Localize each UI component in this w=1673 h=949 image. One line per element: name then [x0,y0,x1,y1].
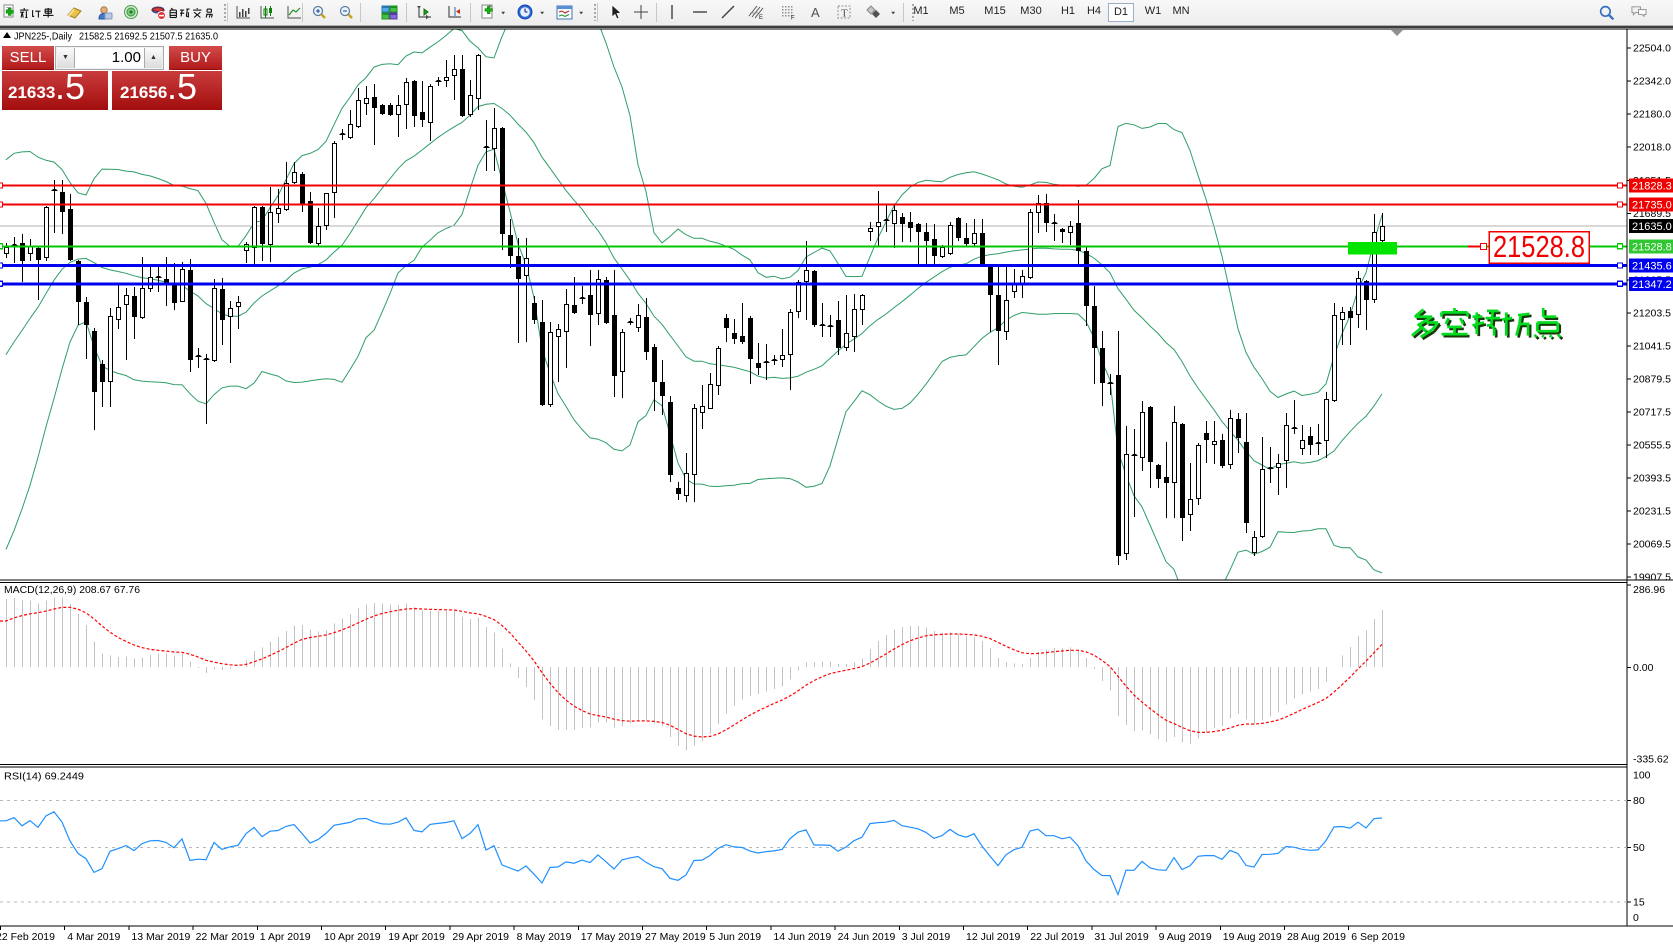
svg-text:JPN225-,Daily: JPN225-,Daily [14,31,73,43]
svg-text:21828.3: 21828.3 [1632,181,1672,193]
svg-text:F: F [791,16,795,22]
svg-text:T: T [841,8,848,20]
svg-text:100: 100 [1633,769,1651,781]
svg-text:22504.0: 22504.0 [1633,43,1671,55]
svg-text:27 May 2019: 27 May 2019 [645,931,706,943]
svg-text:12 Jul 2019: 12 Jul 2019 [966,931,1020,943]
svg-text:80: 80 [1633,795,1645,807]
svg-text:A: A [811,5,820,20]
svg-text:0.00: 0.00 [1633,662,1654,674]
svg-text:29 Apr 2019: 29 Apr 2019 [452,931,509,943]
svg-text:19907.5: 19907.5 [1633,572,1671,584]
svg-text:15: 15 [1633,897,1645,909]
svg-text:28 Aug 2019: 28 Aug 2019 [1287,931,1346,943]
svg-text:22180.0: 22180.0 [1633,109,1671,121]
svg-text:286.96: 286.96 [1633,584,1665,596]
svg-text:21528.8: 21528.8 [1632,241,1672,253]
svg-text:21635.0: 21635.0 [1632,221,1672,233]
svg-text:9 Aug 2019: 9 Aug 2019 [1159,931,1212,943]
svg-text:20879.5: 20879.5 [1633,374,1671,386]
svg-text:20069.5: 20069.5 [1633,539,1671,551]
svg-text:6 Sep 2019: 6 Sep 2019 [1351,931,1405,943]
svg-text:22018.0: 22018.0 [1633,142,1671,154]
svg-text:21041.5: 21041.5 [1633,341,1671,353]
svg-text:8 May 2019: 8 May 2019 [517,931,572,943]
svg-text:17 May 2019: 17 May 2019 [581,931,642,943]
svg-text:31 Jul 2019: 31 Jul 2019 [1094,931,1148,943]
svg-text:21582.5 21692.5 21507.5 21635.: 21582.5 21692.5 21507.5 21635.0 [79,31,218,43]
svg-text:21435.6: 21435.6 [1632,261,1672,273]
svg-text:4 Mar 2019: 4 Mar 2019 [67,931,120,943]
svg-text:21528.8: 21528.8 [1493,229,1585,264]
svg-text:MACD(12,26,9) 208.67 67.76: MACD(12,26,9) 208.67 67.76 [4,585,140,596]
svg-text:10 Apr 2019: 10 Apr 2019 [324,931,381,943]
svg-text:13 Mar 2019: 13 Mar 2019 [131,931,190,943]
svg-text:1 Apr 2019: 1 Apr 2019 [260,931,311,943]
svg-text:E: E [759,15,763,21]
svg-text:20555.5: 20555.5 [1633,440,1671,452]
svg-text:RSI(14) 69.2449: RSI(14) 69.2449 [4,772,84,783]
svg-text:19 Apr 2019: 19 Apr 2019 [388,931,445,943]
svg-text:14 Jun 2019: 14 Jun 2019 [773,931,831,943]
svg-text:0: 0 [1633,912,1639,924]
svg-text:24 Jun 2019: 24 Jun 2019 [838,931,896,943]
svg-text:50: 50 [1633,842,1645,854]
svg-text:5 Jun 2019: 5 Jun 2019 [709,931,761,943]
svg-text:22 Feb 2019: 22 Feb 2019 [0,931,55,943]
svg-text:20393.5: 20393.5 [1633,473,1671,485]
svg-text:21203.5: 21203.5 [1633,308,1671,320]
svg-text:22342.0: 22342.0 [1633,76,1671,88]
svg-text:19 Aug 2019: 19 Aug 2019 [1223,931,1282,943]
svg-text:22 Mar 2019: 22 Mar 2019 [196,931,255,943]
svg-text:20717.5: 20717.5 [1633,407,1671,419]
svg-text:20231.5: 20231.5 [1633,506,1671,518]
svg-text:22 Jul 2019: 22 Jul 2019 [1030,931,1084,943]
svg-text:-335.62: -335.62 [1633,754,1669,766]
svg-text:3 Jul 2019: 3 Jul 2019 [902,931,951,943]
svg-text:21735.0: 21735.0 [1632,200,1672,212]
svg-text:21347.2: 21347.2 [1632,279,1672,291]
